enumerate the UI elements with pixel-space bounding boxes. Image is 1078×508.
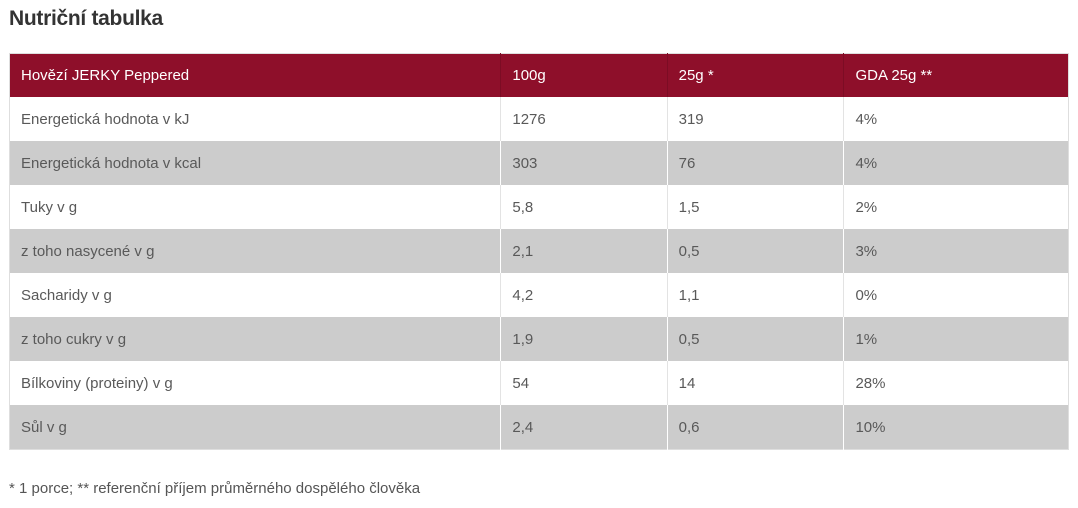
value-per-25g: 1,1 — [666, 273, 845, 317]
value-per-25g: 319 — [666, 97, 845, 141]
table-row: Energetická hodnota v kJ 1276 319 4% — [9, 97, 1069, 141]
value-gda: 3% — [843, 229, 1069, 273]
table-row: z toho cukry v g 1,9 0,5 1% — [9, 317, 1069, 361]
row-label: Energetická hodnota v kJ — [9, 97, 502, 141]
value-per-100g: 1276 — [500, 97, 668, 141]
header-col-100g: 100g — [500, 53, 668, 97]
value-gda: 4% — [843, 97, 1069, 141]
footnote: * 1 porce; ** referenční příjem průměrné… — [9, 480, 421, 497]
table-row: Bílkoviny (proteiny) v g 54 14 28% — [9, 361, 1069, 405]
table-row: Energetická hodnota v kcal 303 76 4% — [9, 141, 1069, 185]
table-header-row: Hovězí JERKY Peppered 100g 25g * GDA 25g… — [9, 53, 1069, 97]
row-label: Sůl v g — [9, 405, 502, 450]
value-gda: 4% — [843, 141, 1069, 185]
value-per-100g: 303 — [500, 141, 668, 185]
value-gda: 1% — [843, 317, 1069, 361]
row-label: Bílkoviny (proteiny) v g — [9, 361, 502, 405]
table-row: Sacharidy v g 4,2 1,1 0% — [9, 273, 1069, 317]
value-gda: 10% — [843, 405, 1069, 450]
value-gda: 28% — [843, 361, 1069, 405]
table-row: z toho nasycené v g 2,1 0,5 3% — [9, 229, 1069, 273]
header-product-name: Hovězí JERKY Peppered — [9, 53, 501, 97]
row-label: Energetická hodnota v kcal — [9, 141, 502, 185]
page-title: Nutriční tabulka — [9, 7, 163, 30]
row-label: z toho nasycené v g — [9, 229, 502, 273]
value-per-25g: 1,5 — [666, 185, 845, 229]
row-label: z toho cukry v g — [9, 317, 502, 361]
value-per-100g: 4,2 — [500, 273, 668, 317]
row-label: Sacharidy v g — [9, 273, 502, 317]
value-gda: 2% — [843, 185, 1069, 229]
value-per-100g: 5,8 — [500, 185, 668, 229]
value-gda: 0% — [843, 273, 1069, 317]
value-per-25g: 0,5 — [666, 317, 845, 361]
value-per-100g: 54 — [500, 361, 668, 405]
table-row: Sůl v g 2,4 0,6 10% — [9, 405, 1069, 450]
value-per-25g: 76 — [666, 141, 845, 185]
row-label: Tuky v g — [9, 185, 502, 229]
value-per-25g: 14 — [666, 361, 845, 405]
value-per-25g: 0,6 — [666, 405, 845, 450]
header-col-gda: GDA 25g ** — [843, 53, 1069, 97]
value-per-25g: 0,5 — [666, 229, 845, 273]
value-per-100g: 2,4 — [500, 405, 668, 450]
value-per-100g: 2,1 — [500, 229, 668, 273]
header-col-25g: 25g * — [666, 53, 844, 97]
nutrition-table: Hovězí JERKY Peppered 100g 25g * GDA 25g… — [9, 53, 1069, 450]
value-per-100g: 1,9 — [500, 317, 668, 361]
table-row: Tuky v g 5,8 1,5 2% — [9, 185, 1069, 229]
